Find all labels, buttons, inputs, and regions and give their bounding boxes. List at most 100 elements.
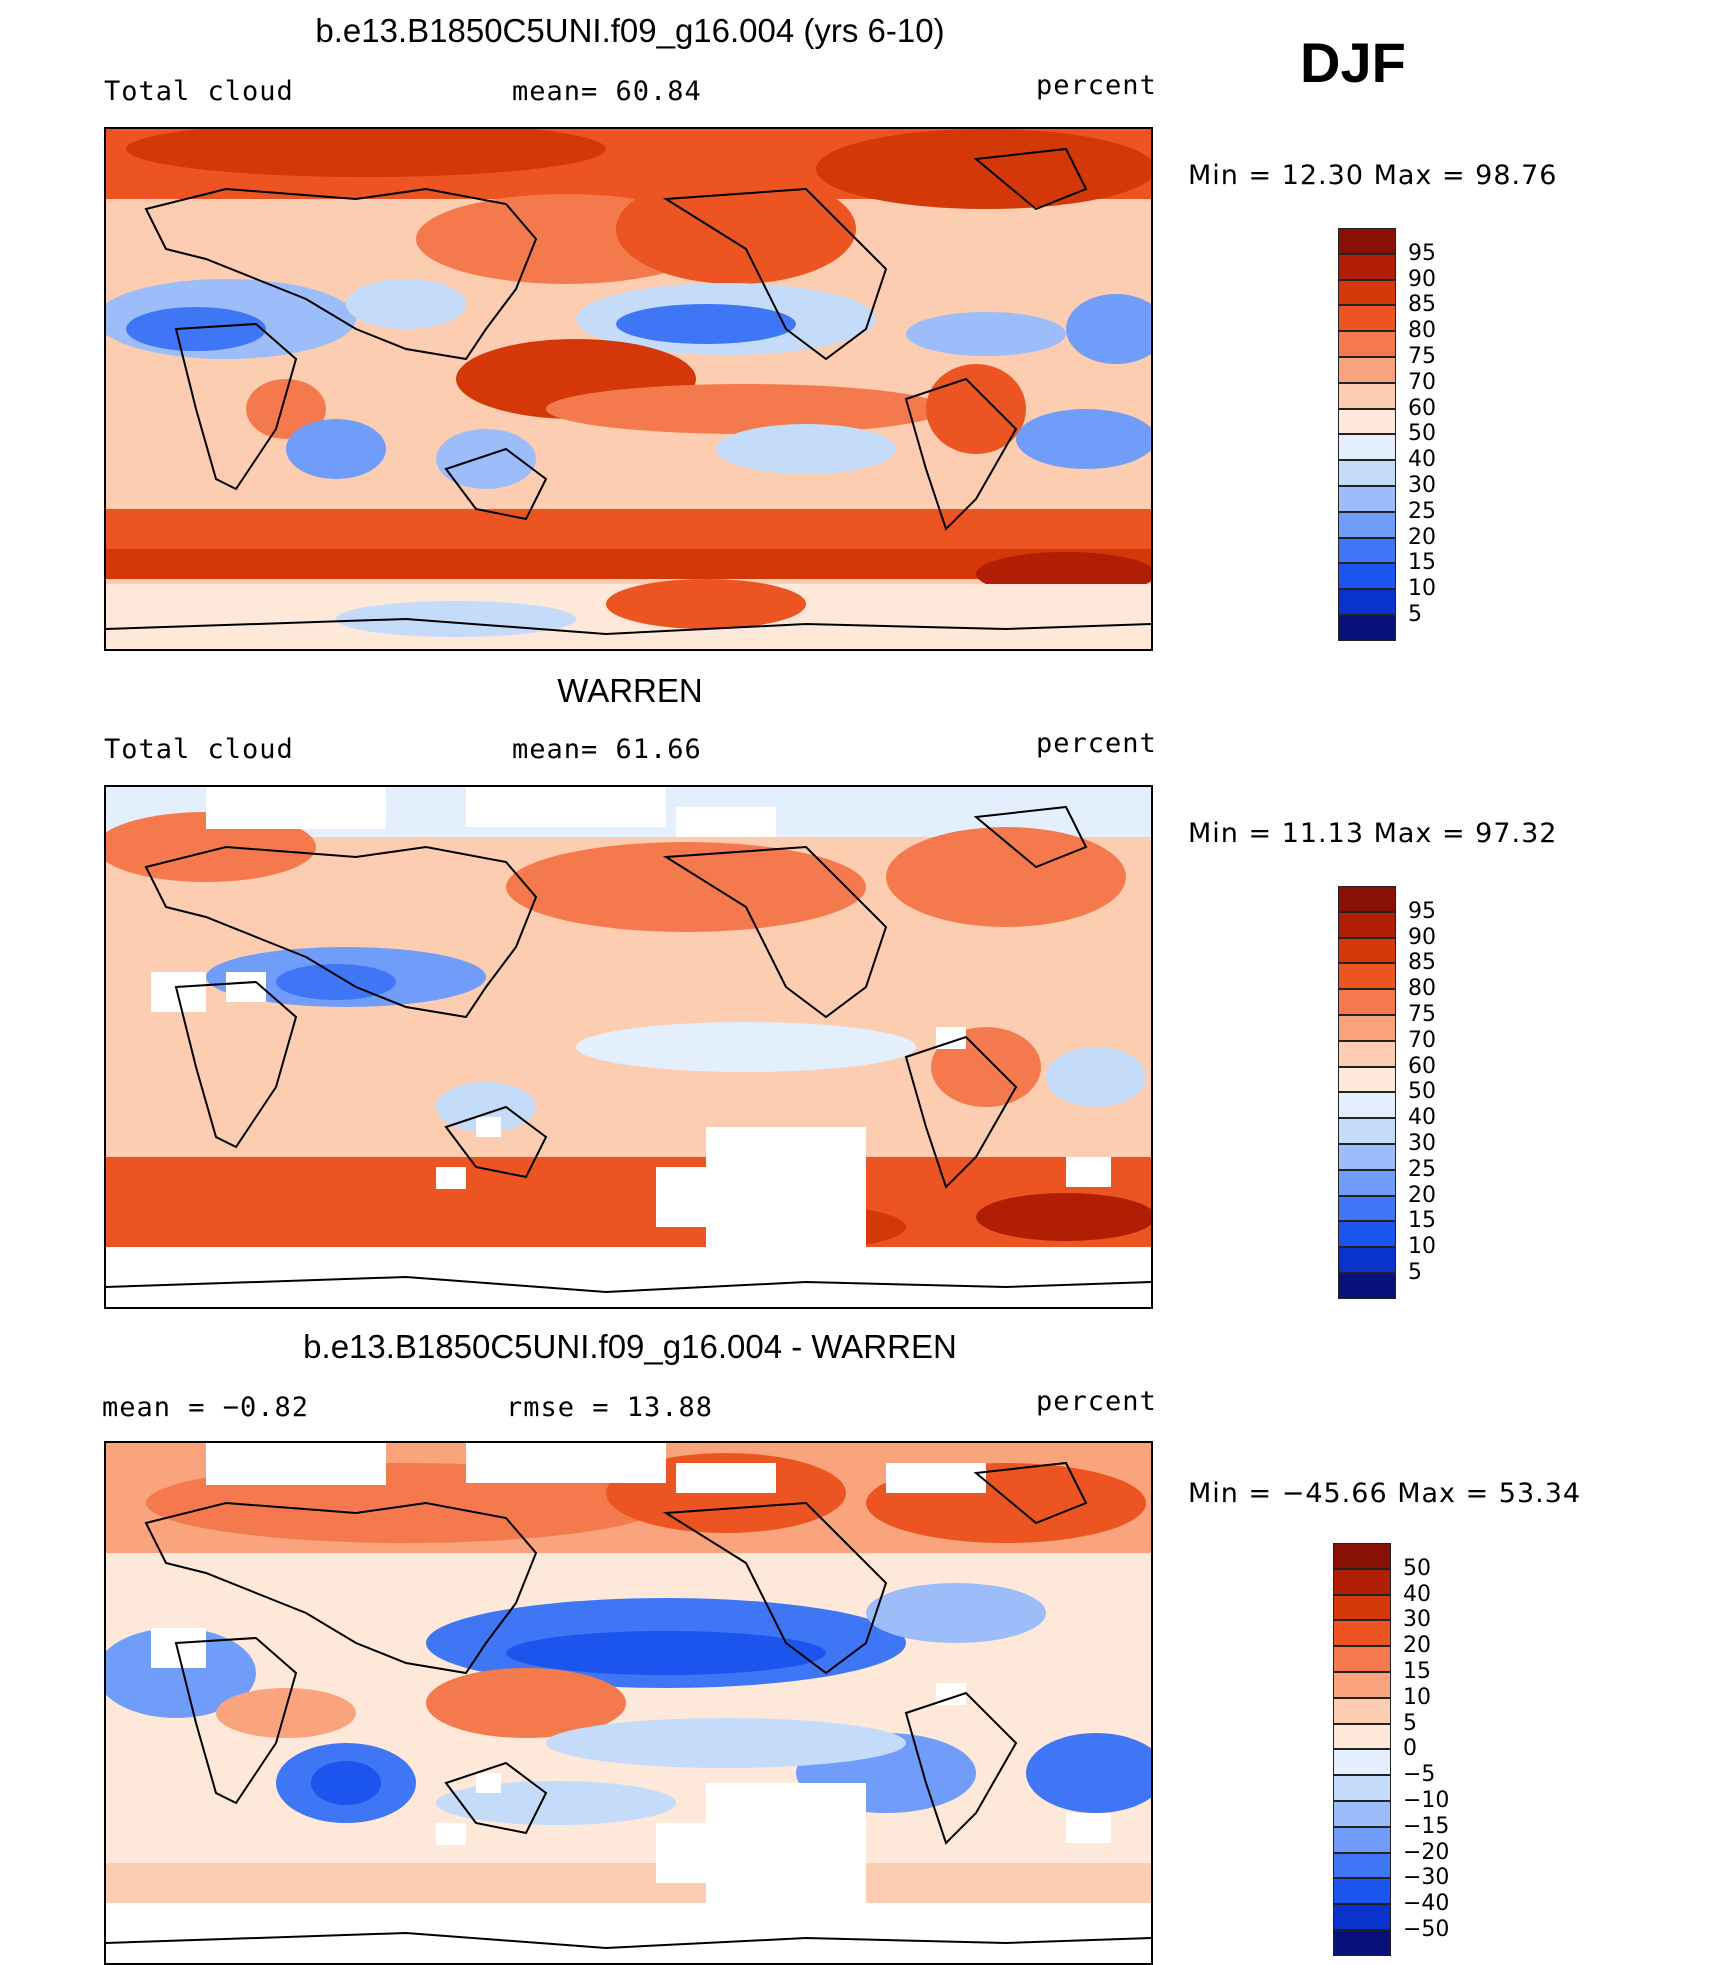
colorbar-label: 25 <box>1408 1156 1436 1182</box>
colorbar-label: −20 <box>1403 1839 1450 1865</box>
colorbar-label: 5 <box>1408 1260 1422 1285</box>
colorbar-label: 85 <box>1408 950 1436 976</box>
colorbar-label: 60 <box>1408 395 1436 421</box>
colorbar-swatch <box>1338 253 1396 280</box>
panel2-variable-label: Total cloud <box>104 734 294 765</box>
colorbar-label: 15 <box>1403 1659 1431 1684</box>
colorbar-label: 20 <box>1408 1182 1436 1208</box>
colorbar-label: 10 <box>1408 576 1436 602</box>
panel1-map <box>104 127 1153 651</box>
panel1-colorbar: 95 90 85 80 75 70 60 50 40 30 25 20 15 10 5 <box>1338 228 1458 641</box>
colorbar-label: −40 <box>1403 1891 1450 1917</box>
colorbar-label: 40 <box>1403 1581 1431 1607</box>
colorbar-label: 95 <box>1408 240 1436 266</box>
panel3-mean-label: mean = −0.82 <box>102 1392 310 1423</box>
colorbar-label: −10 <box>1403 1788 1450 1813</box>
panel3-map <box>104 1441 1153 1965</box>
colorbar-label: 15 <box>1408 550 1436 576</box>
colorbar-swatch <box>1333 1852 1391 1879</box>
colorbar-swatch <box>1338 486 1396 512</box>
colorbar-swatch <box>1338 963 1396 990</box>
colorbar-label: 95 <box>1408 898 1436 924</box>
colorbar-swatch <box>1338 1066 1396 1093</box>
colorbar-swatch <box>1338 1169 1396 1196</box>
colorbar-swatch <box>1333 1723 1391 1750</box>
colorbar-swatch <box>1333 1826 1391 1853</box>
season-label: DJF <box>1300 31 1406 94</box>
colorbar-swatch <box>1338 434 1396 461</box>
colorbar-label: −30 <box>1403 1865 1450 1891</box>
colorbar-swatch <box>1338 279 1396 306</box>
colorbar-swatch <box>1338 511 1396 538</box>
colorbar-swatch <box>1333 1620 1391 1647</box>
colorbar-swatch <box>1338 460 1396 486</box>
colorbar-swatch <box>1338 331 1396 357</box>
colorbar-label: 75 <box>1408 344 1436 369</box>
colorbar-swatch <box>1333 1775 1391 1801</box>
colorbar-swatch <box>1338 589 1396 615</box>
panel2-mean-label: mean= 61.66 <box>512 734 702 765</box>
colorbar-swatch <box>1338 886 1396 912</box>
panel3-minmax: Min = −45.66 Max = 53.34 <box>1188 1478 1582 1509</box>
colorbar-label: −50 <box>1403 1917 1450 1942</box>
colorbar-label: −5 <box>1403 1762 1436 1788</box>
colorbar-swatch <box>1338 989 1396 1015</box>
colorbar-label: 20 <box>1403 1633 1431 1659</box>
colorbar-label: 80 <box>1408 318 1436 344</box>
colorbar-label: −15 <box>1403 1813 1450 1839</box>
panel1-mean-label: mean= 60.84 <box>512 76 702 107</box>
colorbar-label: 30 <box>1403 1607 1431 1633</box>
colorbar-swatch <box>1333 1878 1391 1905</box>
colorbar-swatch <box>1338 382 1396 409</box>
colorbar-label: 90 <box>1408 924 1436 950</box>
colorbar-label: 5 <box>1408 602 1422 627</box>
colorbar-swatch <box>1338 911 1396 938</box>
colorbar-swatch <box>1333 1568 1391 1595</box>
colorbar-swatch <box>1333 1749 1391 1776</box>
colorbar-label: 30 <box>1408 1131 1436 1156</box>
colorbar-label: 75 <box>1408 1002 1436 1027</box>
panel1-minmax: Min = 12.30 Max = 98.76 <box>1188 160 1558 191</box>
colorbar-label: 5 <box>1403 1710 1417 1736</box>
colorbar-swatch <box>1338 1040 1396 1067</box>
colorbar-label: 70 <box>1408 369 1436 395</box>
colorbar-swatch <box>1338 937 1396 964</box>
panel2-map <box>104 785 1153 1309</box>
colorbar-label: 70 <box>1408 1027 1436 1053</box>
colorbar-swatch <box>1338 305 1396 332</box>
colorbar-swatch <box>1333 1930 1391 1956</box>
colorbar-label: 0 <box>1403 1736 1417 1762</box>
colorbar-swatch <box>1333 1672 1391 1698</box>
colorbar-label: 30 <box>1408 473 1436 498</box>
colorbar-label: 90 <box>1408 266 1436 292</box>
colorbar-label: 10 <box>1403 1684 1431 1710</box>
colorbar-swatch <box>1338 1015 1396 1041</box>
colorbar-label: 20 <box>1408 524 1436 550</box>
colorbar-swatch <box>1333 1801 1391 1827</box>
colorbar-swatch <box>1333 1904 1391 1930</box>
colorbar-swatch <box>1338 357 1396 383</box>
panel3-units-label: percent <box>1036 1386 1157 1417</box>
colorbar-swatch <box>1338 537 1396 564</box>
colorbar-swatch <box>1338 1247 1396 1273</box>
colorbar-swatch <box>1338 1273 1396 1299</box>
panel1-units-label: percent <box>1036 70 1157 101</box>
panel2-units-label: percent <box>1036 728 1157 759</box>
colorbar-swatch <box>1338 408 1396 435</box>
panel2-colorbar: 95 90 85 80 75 70 60 50 40 30 25 20 15 10 5 <box>1338 886 1458 1299</box>
panel3-colorbar: 50 40 30 20 15 10 5 0 −5 −10 −15 −20 −30 −40 −50 <box>1333 1543 1453 1956</box>
colorbar-label: 80 <box>1408 976 1436 1002</box>
colorbar-label: 15 <box>1408 1208 1436 1234</box>
colorbar-swatch <box>1338 1195 1396 1222</box>
panel1-variable-label: Total cloud <box>104 76 294 107</box>
colorbar-swatch <box>1338 615 1396 641</box>
colorbar-label: 60 <box>1408 1053 1436 1079</box>
panel3-title: b.e13.B1850C5UNI.f09_g16.004 - WARREN <box>303 1328 957 1365</box>
colorbar-label: 40 <box>1408 1105 1436 1131</box>
colorbar-label: 50 <box>1403 1555 1431 1581</box>
colorbar-label: 25 <box>1408 498 1436 524</box>
panel2-title: WARREN <box>557 672 703 709</box>
panel2-minmax: Min = 11.13 Max = 97.32 <box>1188 818 1558 849</box>
colorbar-label: 10 <box>1408 1234 1436 1260</box>
colorbar-label: 50 <box>1408 1079 1436 1105</box>
